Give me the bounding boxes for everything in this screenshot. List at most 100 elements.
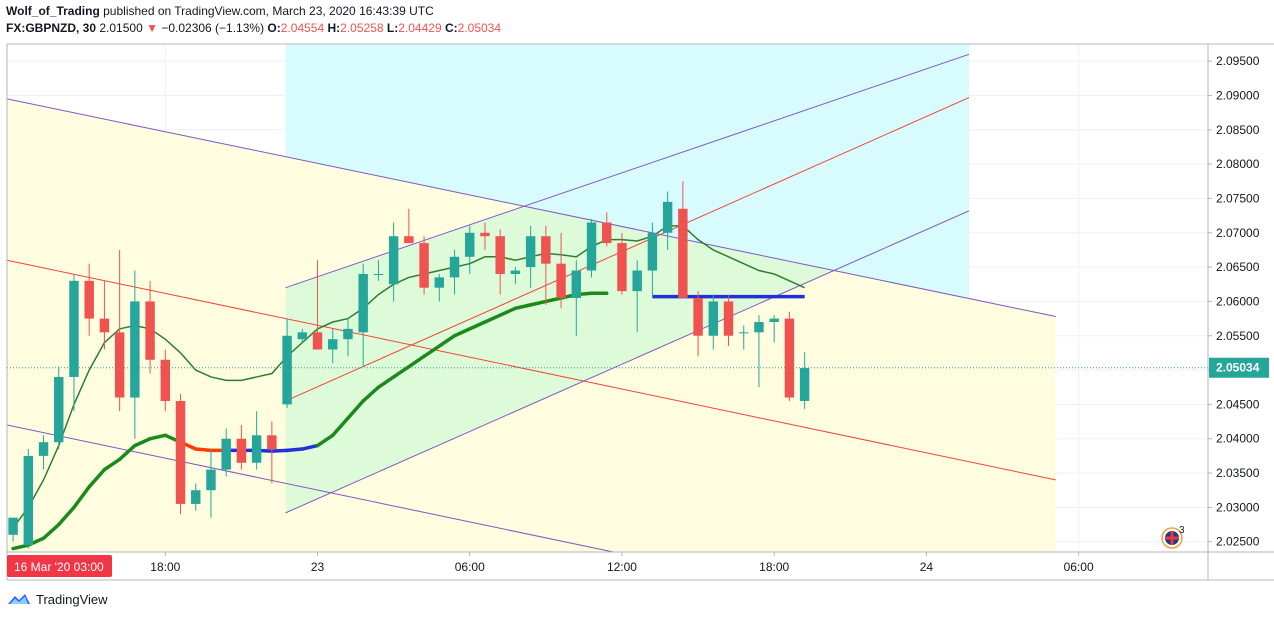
y-tick-label: 2.04000 — [1216, 432, 1260, 446]
ma-thick-segment — [452, 327, 472, 338]
candle[interactable] — [358, 263, 368, 367]
candle[interactable] — [480, 222, 490, 250]
candle[interactable] — [754, 315, 764, 388]
brand-name: TradingView — [36, 591, 108, 607]
close-value: 2.05034 — [457, 21, 502, 35]
candle-body — [784, 318, 795, 398]
candle[interactable] — [495, 229, 505, 295]
candle[interactable] — [404, 208, 414, 244]
candle[interactable] — [799, 352, 810, 410]
candle[interactable] — [678, 181, 688, 298]
candle[interactable] — [236, 425, 247, 470]
last-price-badge-bg — [1209, 357, 1269, 378]
candle[interactable] — [647, 222, 658, 298]
first-bar-date-text: 16 Mar '20 03:00 — [14, 560, 104, 574]
up-channel-lower-line — [285, 210, 970, 514]
candle[interactable] — [434, 273, 445, 302]
candle[interactable] — [99, 280, 110, 350]
y-tick-label: 2.08000 — [1216, 157, 1260, 171]
candle[interactable] — [23, 449, 34, 549]
ma-thick-segment — [285, 447, 305, 453]
candle[interactable] — [449, 249, 460, 295]
candle[interactable] — [160, 349, 171, 412]
candle[interactable] — [465, 225, 475, 274]
open-label: O: — [267, 21, 281, 35]
y-tick-label: 2.05500 — [1216, 329, 1260, 343]
candle-body — [54, 376, 64, 443]
candle-body — [678, 208, 688, 298]
candle-body — [525, 236, 536, 268]
candle-body — [647, 232, 658, 271]
candle[interactable] — [541, 225, 551, 305]
candle[interactable] — [69, 273, 79, 412]
tradingview-footer[interactable]: TradingView — [6, 591, 108, 607]
candle[interactable] — [693, 291, 703, 357]
candle[interactable] — [221, 428, 231, 477]
candle[interactable] — [145, 280, 155, 374]
candle[interactable] — [267, 421, 277, 484]
candle[interactable] — [343, 318, 353, 357]
candle-body — [693, 298, 703, 336]
candle[interactable] — [175, 394, 186, 515]
candle[interactable] — [251, 411, 262, 470]
candle-body — [160, 359, 171, 401]
candle-body — [373, 273, 384, 275]
candle[interactable] — [419, 236, 429, 295]
candle[interactable] — [297, 328, 308, 343]
y-tick-label: 2.08500 — [1216, 123, 1260, 137]
candle[interactable] — [130, 270, 140, 439]
candle[interactable] — [723, 294, 734, 347]
symbol-name: FX:GBPNZD, 30 — [6, 21, 97, 35]
candle[interactable] — [328, 328, 338, 364]
candle[interactable] — [312, 260, 323, 350]
candle-body — [282, 335, 292, 405]
candle[interactable] — [586, 219, 597, 278]
candle-body — [586, 222, 597, 271]
y-tick-label: 2.09000 — [1216, 88, 1260, 102]
candle[interactable] — [525, 225, 536, 288]
uk-flag-icon[interactable]: 3 — [1161, 525, 1185, 549]
candle[interactable] — [114, 249, 125, 412]
candle[interactable] — [282, 318, 292, 408]
candle[interactable] — [191, 483, 201, 511]
high-value: 2.05258 — [340, 21, 384, 35]
candle[interactable] — [739, 325, 749, 350]
candle[interactable] — [54, 366, 64, 450]
ma-thick-segment — [498, 306, 518, 317]
candle[interactable] — [38, 435, 49, 470]
ma-thick-segment — [41, 522, 61, 541]
candles[interactable] — [8, 181, 810, 549]
x-tick-label: 18:00 — [150, 560, 180, 574]
candle[interactable] — [373, 260, 384, 281]
candle[interactable] — [206, 449, 216, 518]
candle-body — [38, 442, 49, 456]
ma-thick-segment — [544, 296, 563, 304]
candle[interactable] — [602, 212, 612, 247]
candle[interactable] — [84, 263, 94, 336]
candle[interactable] — [708, 294, 719, 350]
candle[interactable] — [510, 267, 521, 285]
candle-body — [617, 243, 627, 292]
candle-body — [8, 517, 18, 535]
open-value: 2.04554 — [280, 21, 325, 35]
author-name[interactable]: Wolf_of_Trading — [6, 4, 100, 18]
axis-labels: 2.09500 2.09000 2.08500 2.08000 2.07500 2.070… — [7, 54, 1269, 577]
down-channel-upper-line — [7, 98, 1056, 318]
ma-thick-segment — [72, 485, 91, 510]
up-channel-median-line — [285, 97, 970, 402]
candle[interactable] — [8, 517, 18, 542]
candle[interactable] — [784, 311, 795, 401]
candle[interactable] — [662, 191, 673, 250]
candle-body — [419, 243, 429, 288]
candle[interactable] — [388, 222, 399, 302]
candle[interactable] — [571, 260, 582, 336]
candle[interactable] — [617, 232, 627, 295]
ma-thick-segment — [407, 354, 426, 369]
candle[interactable] — [769, 315, 779, 343]
x-tick-label: 24 — [920, 560, 934, 574]
candle-body — [358, 273, 368, 333]
candle[interactable] — [632, 260, 642, 333]
ma-thick-segment — [117, 443, 137, 462]
candle[interactable] — [556, 232, 566, 309]
